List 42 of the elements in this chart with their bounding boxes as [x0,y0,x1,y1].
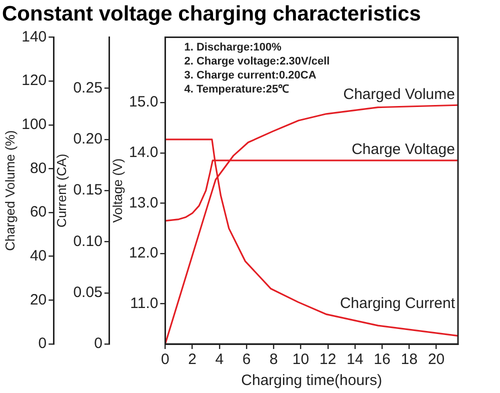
y2-tick-label: 0.25 [73,79,102,96]
y-tick-label: 14.0 [129,144,158,162]
annotation: 4. Temperature:25℃ [184,84,290,96]
x-tick-label: 6 [242,351,251,368]
y-tick-label: 12.0 [129,244,158,262]
x-tick-label: 16 [374,351,390,368]
x-tick-label: 14 [346,351,364,368]
y2-tick-label: 0.15 [73,182,102,199]
annotation: 2. Charge voltage:2.30V/cell [184,56,330,68]
y-axis-title: Voltage (V) [110,158,125,223]
y2-tick-label: 0.20 [73,130,102,148]
y2-axis-title: Current (CA) [54,154,70,228]
y3-axis-title: Charged Volume (%) [2,130,18,251]
y-tick-label: 11.0 [130,294,158,312]
y-tick-label: 13.0 [129,194,158,212]
y3-tick-label: 60 [30,204,47,221]
series-label: Charged Volume [343,86,455,103]
y3-tick-label: 100 [22,116,47,133]
x-tick-label: 12 [320,351,336,368]
y2-tick-label: 0.10 [73,232,102,250]
series-label: Charging Current [340,294,456,312]
series-label: Charge Voltage [352,141,455,158]
x-tick-label: 0 [161,351,170,368]
annotation: 3. Charge current:0.20CA [184,70,316,82]
y2-tick-label: 0 [94,335,102,352]
x-tick-label: 10 [292,351,310,368]
y3-tick-label: 140 [22,28,47,46]
y-tick-label: 15.0 [129,94,158,111]
y3-tick-label: 20 [30,291,47,308]
x-tick-label: 4 [215,351,224,368]
y3-tick-label: 80 [30,160,47,177]
x-tick-label: 18 [400,351,418,368]
y3-tick-label: 120 [22,72,47,90]
y3-tick-label: 0 [38,335,47,352]
y2-tick-label: 0.05 [73,284,102,302]
y3-tick-label: 40 [30,247,47,264]
chart-title: Constant voltage charging characteristics [2,2,421,26]
x-tick-label: 20 [428,351,445,368]
annotation: 1. Discharge:100% [184,42,282,54]
x-tick-label: 8 [269,351,278,368]
x-axis-title: Charging time(hours) [241,372,382,390]
x-tick-label: 2 [188,351,196,368]
